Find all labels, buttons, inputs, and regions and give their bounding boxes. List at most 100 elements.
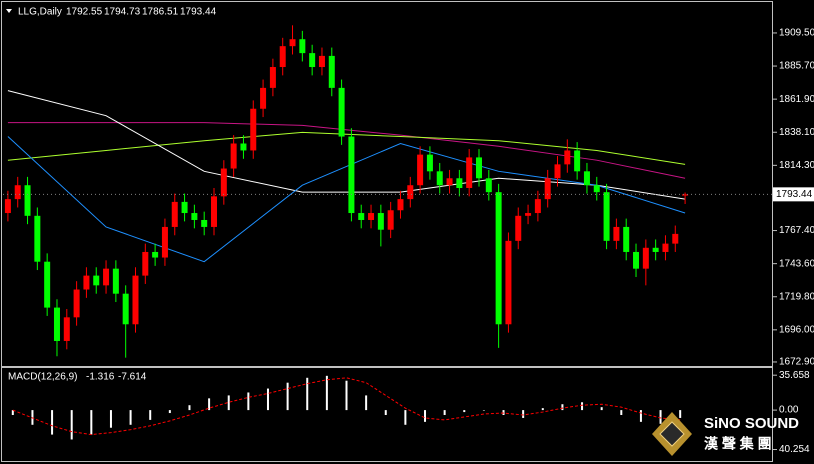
macd-bar xyxy=(109,410,112,428)
candle-body xyxy=(534,199,541,214)
macd-bar xyxy=(306,377,309,411)
candle-body xyxy=(132,275,139,325)
macd-title: MACD(12,26,9) xyxy=(8,372,77,383)
macd-bar xyxy=(659,410,662,424)
candle-body xyxy=(662,243,669,252)
signal-value: -7.614 xyxy=(118,372,147,383)
candle-body xyxy=(299,39,306,54)
candle-body xyxy=(211,196,218,227)
candle-body xyxy=(554,164,561,179)
macd-bar xyxy=(482,410,485,411)
macd-bar xyxy=(286,382,289,411)
macd-bar xyxy=(384,410,387,415)
title-arrow xyxy=(6,9,12,13)
y-tick-label: 1672.90 xyxy=(779,357,814,368)
macd-bar xyxy=(443,410,446,415)
candle-body xyxy=(475,157,482,179)
y-tick-label: 0.00 xyxy=(779,405,799,416)
macd-bar xyxy=(345,380,348,411)
candle-body xyxy=(181,201,188,214)
macd-bar xyxy=(11,410,14,415)
macd-bar xyxy=(208,398,211,411)
candle-body xyxy=(456,178,463,189)
ohlc-open: 1792.55 xyxy=(66,7,103,18)
candle-body xyxy=(407,185,414,200)
candle-body xyxy=(328,55,335,88)
price-label-box xyxy=(773,187,814,202)
candle-body xyxy=(682,194,689,196)
y-tick-label: 1885.70 xyxy=(779,61,814,72)
candle-body xyxy=(544,178,551,200)
candle-body xyxy=(122,293,129,325)
candle-body xyxy=(161,226,168,258)
macd-bar xyxy=(600,407,603,411)
main-frame xyxy=(1,1,773,367)
candle-body xyxy=(417,154,424,186)
candle-body xyxy=(279,46,286,68)
candle-body xyxy=(603,192,610,241)
y-tick-label: 1696.00 xyxy=(779,324,814,335)
macd-bar xyxy=(129,410,132,425)
candle-body xyxy=(152,251,159,258)
candle-body xyxy=(53,307,60,341)
candle-body xyxy=(426,154,433,172)
candle-body xyxy=(485,178,492,193)
macd-bar xyxy=(149,410,152,420)
candle-body xyxy=(112,268,119,294)
candle-body xyxy=(230,143,237,169)
candle-body xyxy=(201,219,208,227)
macd-bar xyxy=(581,402,584,411)
candle-body xyxy=(397,199,404,211)
candle-body xyxy=(93,275,100,286)
candle-body xyxy=(44,261,51,308)
candle-body xyxy=(525,213,532,216)
candle-body xyxy=(672,233,679,244)
y-tick-label: 1861.90 xyxy=(779,94,814,105)
macd-bar xyxy=(247,392,250,411)
y-tick-label: 1767.40 xyxy=(779,225,814,236)
candle-body xyxy=(269,67,276,88)
y-tick-label: 1838.10 xyxy=(779,127,814,138)
candle-body xyxy=(377,213,384,230)
macd-value: -1.316 xyxy=(86,372,115,383)
candle-body xyxy=(142,251,149,276)
candle-body xyxy=(14,185,21,200)
ohlc-high: 1794.73 xyxy=(104,7,141,18)
candle-body xyxy=(633,251,640,269)
logo-name: SiNO SOUND xyxy=(704,415,799,432)
candle-body xyxy=(564,150,571,165)
macd-bar xyxy=(365,395,368,411)
macd-bar xyxy=(266,388,269,411)
y-tick-label: 1719.80 xyxy=(779,291,814,302)
macd-bar xyxy=(620,410,623,415)
macd-bar xyxy=(541,408,544,411)
candle-body xyxy=(250,108,257,151)
candle-body xyxy=(593,185,600,193)
y-tick-label: 40.254 xyxy=(779,444,810,455)
macd-bar xyxy=(227,395,230,411)
candle-body xyxy=(220,168,227,197)
candle-body xyxy=(63,317,70,341)
macd-bar xyxy=(424,410,427,422)
candle-body xyxy=(171,201,178,227)
candle-body xyxy=(623,226,630,252)
candle-body xyxy=(574,150,581,172)
chart-title: LLG,Daily xyxy=(18,7,62,18)
logo: SiNO SOUND 漢 聲 集 團 xyxy=(652,412,799,456)
logo-inner xyxy=(659,421,685,447)
candle-body xyxy=(436,171,443,186)
candle-body xyxy=(103,268,110,286)
candle-body xyxy=(505,240,512,325)
candle-body xyxy=(240,143,247,151)
macd-bar xyxy=(70,410,73,440)
y-tick-label: 35.658 xyxy=(779,370,810,381)
candle-body xyxy=(24,185,31,216)
macd-bar xyxy=(639,410,642,422)
candle-body xyxy=(642,247,649,269)
candle-body xyxy=(83,275,90,290)
y-tick-label: 1814.30 xyxy=(779,160,814,171)
candle-body xyxy=(289,39,296,47)
candle-body xyxy=(338,87,345,137)
candle-body xyxy=(318,55,325,68)
macd-bar xyxy=(325,375,328,411)
